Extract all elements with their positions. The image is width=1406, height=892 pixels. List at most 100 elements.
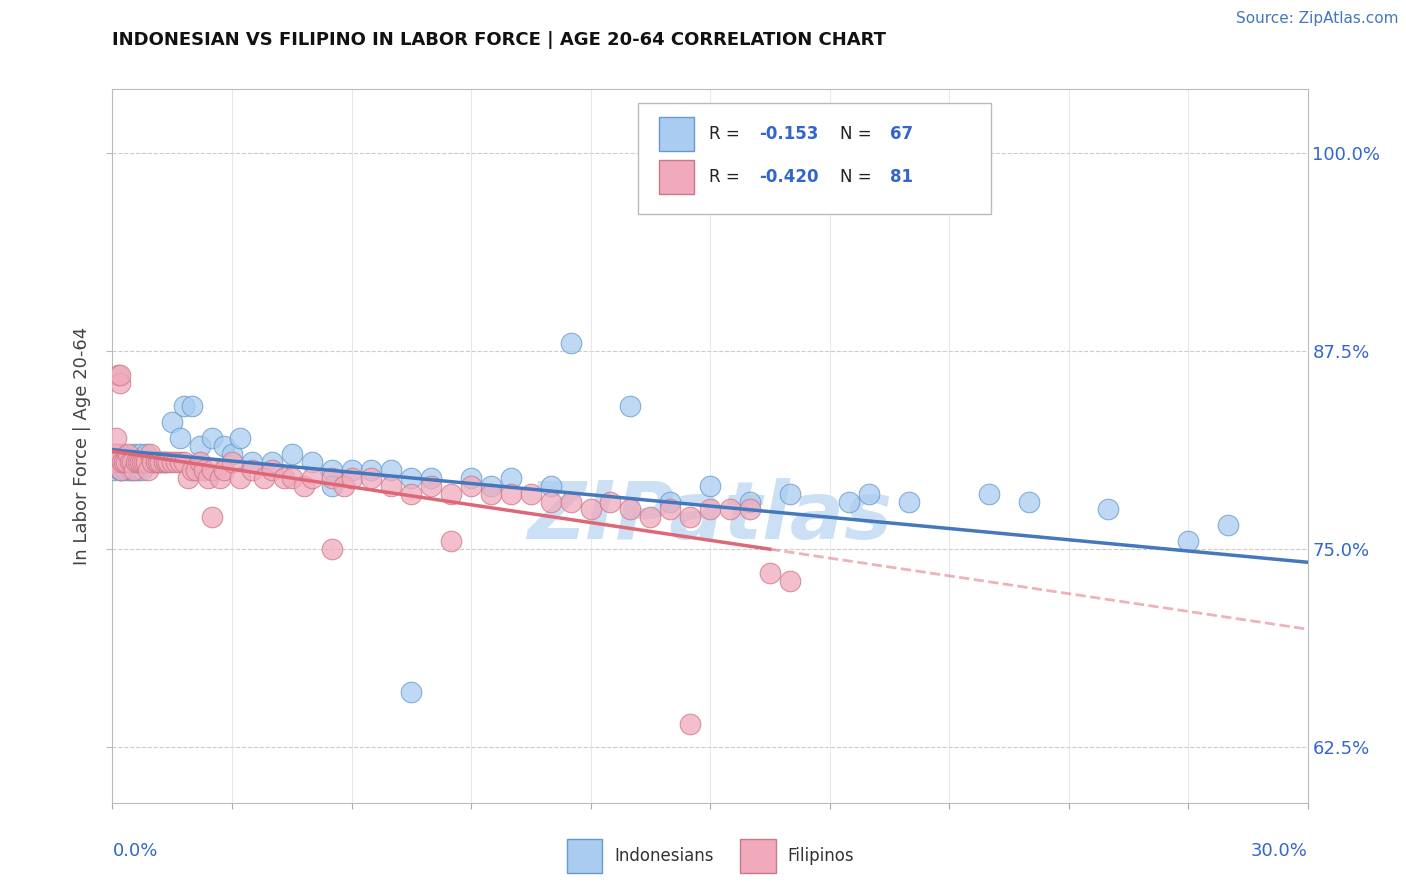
Point: [186, 463, 208, 477]
Point: [197, 471, 219, 485]
Text: -0.153: -0.153: [759, 125, 818, 143]
Point: [138, 463, 160, 477]
Point: [898, 494, 921, 508]
Point: [173, 455, 195, 469]
Point: [105, 431, 128, 445]
Point: [420, 471, 443, 485]
Point: [110, 455, 132, 469]
Point: [420, 478, 443, 492]
Point: [105, 455, 128, 469]
Point: [301, 455, 323, 469]
Point: [1216, 518, 1239, 533]
Point: [858, 486, 880, 500]
Point: [321, 463, 343, 477]
Point: [110, 463, 132, 477]
Point: [103, 455, 125, 469]
Point: [440, 486, 463, 500]
Point: [105, 455, 128, 469]
Point: [108, 376, 131, 390]
Point: [173, 400, 195, 414]
Point: [380, 463, 402, 477]
Point: [129, 447, 152, 461]
Point: [112, 455, 135, 469]
Point: [779, 574, 801, 588]
Point: [321, 471, 343, 485]
Point: [212, 463, 235, 477]
Point: [499, 486, 522, 500]
Point: [460, 478, 482, 492]
Point: [738, 494, 761, 508]
Point: [104, 455, 127, 469]
Point: [188, 455, 211, 469]
Point: [181, 463, 204, 477]
Point: [229, 471, 252, 485]
Text: 81: 81: [890, 168, 914, 186]
Point: [579, 502, 602, 516]
Point: [148, 455, 170, 469]
Point: [273, 471, 295, 485]
Point: [121, 455, 143, 469]
Point: [401, 471, 423, 485]
Point: [141, 455, 163, 469]
Point: [139, 447, 162, 461]
Point: [638, 510, 662, 524]
Point: [177, 471, 200, 485]
Point: [340, 463, 363, 477]
Point: [260, 463, 283, 477]
Bar: [740, 839, 776, 873]
Point: [114, 455, 135, 469]
Point: [759, 566, 782, 580]
Point: [114, 455, 135, 469]
Point: [479, 478, 502, 492]
Point: [117, 447, 139, 461]
Point: [145, 455, 167, 469]
Point: [149, 455, 172, 469]
Point: [340, 471, 363, 485]
Point: [145, 455, 167, 469]
Point: [111, 447, 134, 461]
Point: [105, 447, 128, 461]
Point: [560, 494, 582, 508]
Point: [718, 502, 741, 516]
Point: [108, 463, 131, 477]
Point: [292, 478, 315, 492]
Point: [1177, 534, 1199, 549]
Point: [115, 455, 138, 469]
Point: [127, 463, 149, 477]
Point: [281, 471, 304, 485]
Point: [460, 471, 482, 485]
Bar: [658, 160, 695, 194]
Point: [193, 463, 215, 477]
Point: [360, 463, 382, 477]
Point: [115, 463, 138, 477]
Point: [188, 439, 211, 453]
Point: [479, 486, 502, 500]
Text: R =: R =: [709, 168, 745, 186]
Point: [124, 447, 146, 461]
Text: 67: 67: [890, 125, 914, 143]
Point: [281, 447, 304, 461]
Point: [560, 335, 582, 350]
Point: [321, 542, 343, 557]
Point: [540, 494, 562, 508]
Point: [110, 463, 132, 477]
FancyBboxPatch shape: [638, 103, 991, 214]
Text: N =: N =: [841, 168, 877, 186]
Point: [124, 463, 146, 477]
Point: [240, 463, 263, 477]
Point: [201, 463, 224, 477]
Point: [229, 431, 252, 445]
Point: [619, 502, 641, 516]
Text: R =: R =: [709, 125, 745, 143]
Point: [659, 494, 682, 508]
Point: [380, 478, 402, 492]
Point: [155, 455, 177, 469]
Point: [149, 455, 172, 469]
Point: [520, 486, 543, 500]
Point: [157, 455, 180, 469]
Point: [125, 455, 148, 469]
Point: [104, 447, 127, 461]
Text: -0.420: -0.420: [759, 168, 818, 186]
Point: [103, 463, 125, 477]
Point: [138, 455, 160, 469]
